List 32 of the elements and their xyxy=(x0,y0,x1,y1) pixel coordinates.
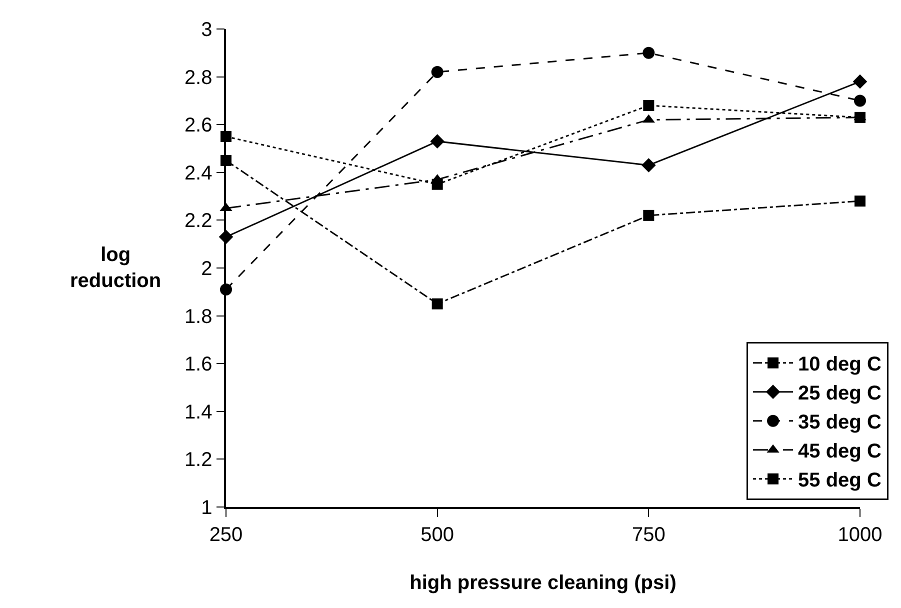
y-tick-label: 2.6 xyxy=(184,114,212,137)
legend-label: 25 deg C xyxy=(798,382,882,405)
legend-label: 35 deg C xyxy=(798,412,882,434)
y-tick-label: 1.4 xyxy=(184,401,212,424)
y-axis-title: log reduction xyxy=(70,244,162,292)
y-tick-label: 2 xyxy=(201,258,212,280)
x-tick-label: 750 xyxy=(632,524,666,546)
y-tick-label: 1.8 xyxy=(184,306,212,328)
x-tick-label: 250 xyxy=(209,524,243,546)
point xyxy=(642,158,656,172)
y-tick-label: 3 xyxy=(201,19,212,41)
point xyxy=(854,94,866,107)
x-tick-label: 1000 xyxy=(838,524,882,546)
x-tick-label: 500 xyxy=(420,524,454,546)
point xyxy=(643,100,654,111)
y-tick-label: 2.2 xyxy=(184,210,212,232)
point xyxy=(854,196,866,207)
legend-label: 10 deg C xyxy=(798,354,882,376)
point xyxy=(852,74,868,89)
y-tick-label: 1 xyxy=(201,497,212,519)
x-axis-title: high pressure cleaning (psi) xyxy=(410,572,676,594)
y-tick-label: 1.6 xyxy=(184,354,212,376)
point xyxy=(642,46,655,59)
point xyxy=(430,134,444,148)
point xyxy=(432,298,443,310)
legend-label: 45 deg C xyxy=(798,440,882,463)
legend-label: 55 deg C xyxy=(798,470,882,492)
y-tick-label: 2.8 xyxy=(184,66,212,89)
point xyxy=(643,210,654,221)
y-tick-label: 2.4 xyxy=(184,162,212,184)
point xyxy=(431,66,444,78)
y-tick-label: 1.2 xyxy=(184,449,212,472)
